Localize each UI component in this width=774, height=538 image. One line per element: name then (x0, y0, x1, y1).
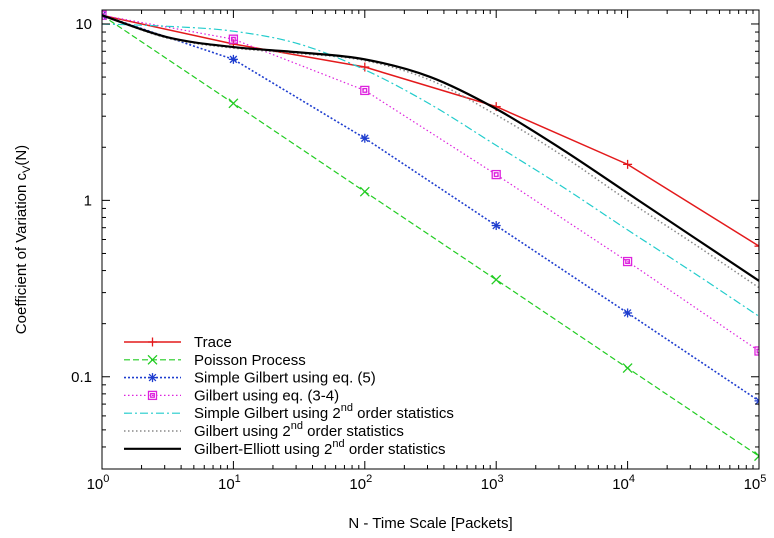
x-tick-base: 10 (481, 476, 498, 493)
x-tick-base: 10 (218, 476, 235, 493)
series-2-point-4 (623, 308, 633, 318)
legend-entry-5: Gilbert using 2nd order statistics (124, 420, 404, 440)
y-tick-label-0: 0.1 (71, 369, 92, 386)
y-axis-label-subscript: V (21, 165, 33, 173)
x-tick-label-2: 102 (349, 473, 372, 493)
legend-marker-2 (148, 373, 157, 383)
series-2 (102, 10, 759, 406)
legend-entry-4: Simple Gilbert using 2nd order statistic… (124, 402, 454, 422)
series-2-point-5 (754, 396, 759, 406)
series-3-point-2 (360, 85, 370, 96)
legend-label-3: Gilbert using eq. (3-4) (194, 387, 339, 404)
x-tick-exponent: 2 (366, 473, 372, 485)
y-tick-label-2: 10 (75, 16, 92, 33)
legend-label-2: Simple Gilbert using eq. (5) (194, 370, 376, 387)
x-tick-base: 10 (87, 476, 104, 493)
legend-label-0: Trace (194, 334, 232, 351)
series-1-point-5 (754, 451, 759, 462)
x-tick-label-3: 103 (481, 473, 504, 493)
series-1-point-1 (228, 98, 239, 109)
series-4 (102, 23, 759, 317)
series-1-line (102, 14, 759, 457)
x-axis-label: N - Time Scale [Packets] (348, 515, 512, 532)
legend-label-6: Gilbert-Elliott using 2nd order statisti… (194, 438, 446, 458)
x-tick-base: 10 (349, 476, 366, 493)
series-3-point-3 (491, 169, 501, 180)
series-0-line (102, 14, 759, 247)
y-axis-label-main: Coefficient of Variation c (13, 172, 30, 334)
legend-entry-0: Trace (124, 334, 232, 351)
y-axis-label-suffix: (N) (13, 145, 30, 166)
series-3-point-1 (228, 34, 239, 44)
series-3-line (102, 14, 759, 352)
legend-label-5: Gilbert using 2nd order statistics (194, 420, 404, 440)
series-1-point-3 (491, 274, 502, 285)
x-tick-exponent: 4 (629, 473, 635, 485)
legend-marker-1 (147, 354, 158, 365)
x-tick-base: 10 (612, 476, 629, 493)
legend-entry-3: Gilbert using eq. (3-4) (124, 387, 339, 404)
x-tick-exponent: 1 (235, 473, 241, 485)
series-2-point-1 (228, 54, 238, 64)
x-tick-label-1: 101 (218, 473, 241, 493)
legend-entry-6: Gilbert-Elliott using 2nd order statisti… (124, 438, 446, 458)
legend-label-1: Poisson Process (194, 352, 306, 369)
series-3 (102, 10, 759, 356)
x-tick-base: 10 (744, 476, 761, 493)
x-tick-exponent: 0 (103, 473, 109, 485)
series-2-line (102, 14, 759, 402)
series-2-point-3 (491, 221, 501, 231)
legend-entry-1: Poisson Process (124, 352, 306, 369)
legend-entry-2: Simple Gilbert using eq. (5) (124, 370, 376, 387)
series-2-point-2 (360, 133, 370, 143)
series-3-point-5 (754, 346, 759, 356)
series-1-point-2 (359, 186, 370, 197)
x-tick-exponent: 3 (497, 473, 503, 485)
legend-marker-0 (148, 337, 157, 347)
series-0-point-2 (360, 62, 370, 72)
x-tick-label-5: 105 (744, 473, 767, 493)
x-tick-exponent: 5 (760, 473, 766, 485)
y-axis-label: Coefficient of Variation cV(N) (13, 145, 33, 334)
series-4-line (102, 23, 759, 317)
series-0-point-5 (754, 241, 759, 251)
series-1-point-4 (622, 363, 633, 374)
series-6-line (102, 14, 759, 282)
series-0-point-4 (623, 159, 633, 169)
legend-label-4: Simple Gilbert using 2nd order statistic… (194, 402, 454, 422)
series-layer (102, 10, 759, 462)
series-3-point-4 (622, 256, 633, 267)
x-tick-label-0: 100 (87, 473, 110, 493)
y-tick-label-1: 1 (84, 192, 92, 209)
series-6 (102, 14, 759, 282)
legend-marker-3 (147, 390, 158, 401)
x-tick-label-4: 104 (612, 473, 635, 493)
